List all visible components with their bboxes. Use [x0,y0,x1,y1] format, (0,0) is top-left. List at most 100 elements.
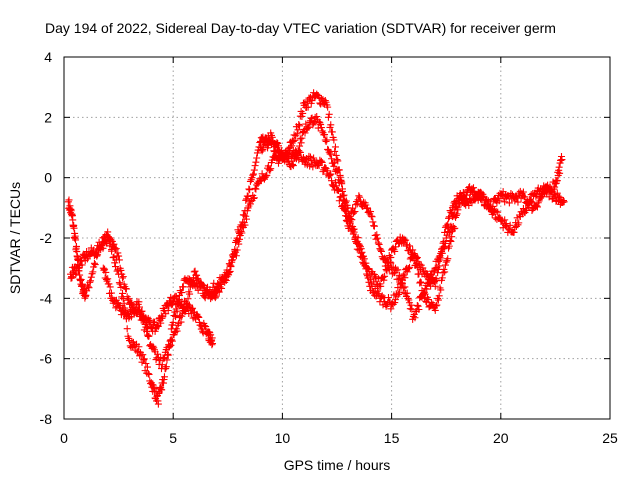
data-point [154,400,162,408]
data-point [356,197,364,205]
data-point [107,289,115,297]
data-point [178,312,186,320]
data-point [258,147,266,155]
data-point [110,240,118,248]
data-point [175,296,183,304]
data-point [86,278,94,286]
data-point [434,296,442,304]
data-point [349,209,357,217]
data-point [533,202,541,210]
data-point [228,256,236,264]
data-point [440,245,448,253]
data-point [299,109,307,117]
data-point [91,250,99,258]
data-point [159,313,167,321]
data-point [356,193,364,201]
data-point [275,159,282,167]
data-point [326,171,334,179]
data-point [143,363,151,371]
data-point [441,243,449,251]
data-point [446,237,454,245]
data-point [130,310,138,318]
data-point [115,256,123,264]
data-point [289,160,297,168]
data-point [323,136,331,144]
data-point [435,253,443,261]
data-point [362,259,370,267]
data-point [250,194,258,202]
data-point [433,301,441,309]
data-point [292,155,300,163]
data-point [122,285,130,293]
data-point [119,274,126,282]
data-point [325,110,333,118]
data-point [399,284,407,292]
data-point [146,316,154,324]
data-point [448,233,456,241]
data-point [154,350,162,358]
data-point [107,236,115,244]
data-point [128,299,136,307]
data-point [218,284,226,292]
data-point [188,278,196,286]
data-point [167,341,175,349]
data-point [533,203,541,211]
data-point [367,208,375,216]
data-point [212,292,220,300]
data-point [331,143,339,151]
data-point [374,234,382,242]
data-point [392,243,399,251]
data-point [297,139,305,147]
data-point [91,261,99,269]
data-point [193,271,201,279]
data-point [268,133,276,141]
data-point [153,321,161,329]
data-point [478,192,486,200]
data-point [178,289,186,297]
data-point [249,171,257,179]
data-point [354,240,362,248]
data-point [161,354,169,362]
data-point [208,341,216,349]
data-point [265,166,273,174]
data-point [133,348,141,356]
data-point [394,266,402,274]
data-point [194,313,202,321]
data-point [211,294,219,302]
data-point [338,178,346,186]
data-point [158,314,166,322]
data-point [333,168,341,176]
data-point [253,154,261,162]
data-point [445,228,453,236]
data-point [334,166,342,174]
data-point [194,275,202,283]
data-point [415,270,423,278]
data-point [251,184,259,192]
data-point [164,306,172,314]
data-point [399,279,407,287]
data-point [341,206,349,214]
data-point [252,185,260,193]
data-point [377,246,385,254]
data-point [495,197,503,205]
data-point [379,273,387,281]
data-point [238,229,246,237]
y-axis-label: SDTVAR / TECUs [7,182,23,294]
data-point [505,199,513,207]
data-point [551,183,559,191]
data-point [246,186,254,194]
data-point [309,121,317,129]
data-point [139,351,147,359]
data-point [424,275,432,283]
data-point [189,304,197,312]
data-point [317,157,325,165]
y-tick-label: -2 [40,230,53,246]
data-point [74,267,82,275]
data-point [84,283,92,291]
data-point [523,206,531,214]
data-point [369,218,377,226]
data-point [506,221,514,229]
x-tick-label: 25 [602,430,618,446]
data-point [250,170,258,178]
data-point [173,327,181,335]
